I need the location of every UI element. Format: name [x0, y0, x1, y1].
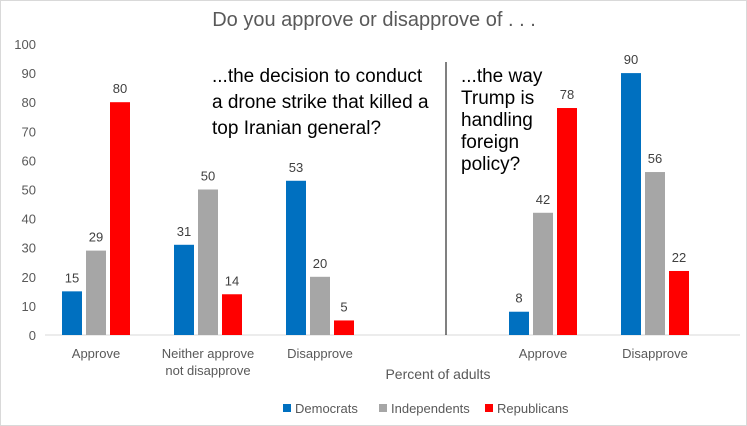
legend-swatch-independents	[379, 404, 387, 412]
bar-republicans-disapprove-3	[334, 320, 354, 335]
y-tick-100: 100	[14, 37, 36, 52]
data-label-democrats-disapprove-5: 90	[624, 52, 638, 67]
legend-label-independents: Independents	[391, 401, 470, 416]
annotations: ...the decision to conduct a drone strike…	[212, 66, 543, 175]
bar-republicans-disapprove-5	[669, 270, 689, 335]
category-label-2-line-1: Neither approve	[162, 346, 255, 361]
y-tick-50: 50	[22, 183, 36, 198]
data-label-independents-approve-4: 42	[536, 192, 550, 207]
data-label-independents-disapprove-3: 20	[313, 256, 327, 271]
annotation-right-line-5: policy?	[461, 154, 520, 175]
category-label-1-line-1: Approve	[72, 346, 120, 361]
y-tick-60: 60	[22, 153, 36, 168]
annotation-left-line-1: ...the decision to conduct	[212, 66, 423, 87]
legend-label-democrats: Democrats	[295, 401, 358, 416]
bar-democrats-approve-1	[62, 291, 82, 335]
data-label-republicans-approve-1: 80	[113, 81, 127, 96]
bar-independents-approve-4	[533, 212, 553, 335]
legend-swatch-republicans	[485, 404, 493, 412]
y-tick-30: 30	[22, 241, 36, 256]
data-label-democrats-disapprove-3: 53	[289, 160, 303, 175]
bar-republicans-approve-1	[110, 102, 130, 335]
bar-independents-disapprove-3	[310, 276, 330, 335]
data-label-independents-disapprove-5: 56	[648, 151, 662, 166]
bar-independents-neither-approve-not-disapprove-2	[198, 189, 218, 335]
data-labels: 15 31 53 8 90 29 50 20 42 56 80 14 5 78 22	[65, 52, 686, 314]
x-axis-label: Percent of adults	[385, 366, 490, 382]
data-label-democrats-neither-approve-not-disapprove-2: 31	[177, 224, 191, 239]
bar-democrats-neither-approve-not-disapprove-2	[174, 244, 194, 335]
category-label-5-line-1: Disapprove	[622, 346, 688, 361]
bars	[62, 73, 689, 336]
annotation-right-line-4: foreign	[461, 132, 519, 153]
data-label-democrats-approve-1: 15	[65, 270, 79, 285]
annotation-right-line-3: handling	[461, 110, 533, 131]
y-tick-0: 0	[29, 328, 36, 343]
y-tick-90: 90	[22, 66, 36, 81]
legend-swatch-democrats	[283, 404, 291, 412]
bar-independents-approve-1	[86, 250, 106, 335]
data-label-republicans-approve-4: 78	[560, 87, 574, 102]
data-label-republicans-neither-approve-not-disapprove-2: 14	[225, 273, 239, 288]
y-tick-80: 80	[22, 95, 36, 110]
y-tick-70: 70	[22, 124, 36, 139]
bar-democrats-disapprove-3	[286, 180, 306, 335]
category-label-3-line-1: Disapprove	[287, 346, 353, 361]
y-tick-40: 40	[22, 212, 36, 227]
legend: Democrats Independents Republicans	[283, 401, 569, 416]
bar-republicans-approve-4	[557, 108, 577, 336]
category-label-2-line-2: not disapprove	[165, 363, 250, 378]
y-tick-10: 10	[22, 299, 36, 314]
annotation-right-line-1: ...the way	[461, 66, 543, 87]
bar-independents-disapprove-5	[645, 172, 665, 335]
annotation-left-line-3: top Iranian general?	[212, 118, 381, 139]
bar-republicans-neither-approve-not-disapprove-2	[222, 294, 242, 335]
legend-label-republicans: Republicans	[497, 401, 569, 416]
data-label-democrats-approve-4: 8	[515, 291, 522, 306]
y-axis-ticks: 0 10 20 30 40 50 60 70 80 90 100	[14, 37, 36, 343]
annotation-left-line-2: a drone strike that killed a	[212, 92, 429, 113]
y-tick-20: 20	[22, 270, 36, 285]
annotation-right-line-2: Trump is	[461, 88, 534, 109]
chart-title: Do you approve or disapprove of . . .	[212, 9, 536, 31]
category-labels: Approve Neither approve not disapprove Disa…	[72, 346, 688, 378]
data-label-independents-approve-1: 29	[89, 230, 103, 245]
data-label-republicans-disapprove-5: 22	[672, 250, 686, 265]
category-label-4-line-1: Approve	[519, 346, 567, 361]
bar-democrats-approve-4	[509, 311, 529, 335]
bar-democrats-disapprove-5	[621, 73, 641, 335]
data-label-independents-neither-approve-not-disapprove-2: 50	[201, 169, 215, 184]
data-label-republicans-disapprove-3: 5	[340, 299, 347, 314]
